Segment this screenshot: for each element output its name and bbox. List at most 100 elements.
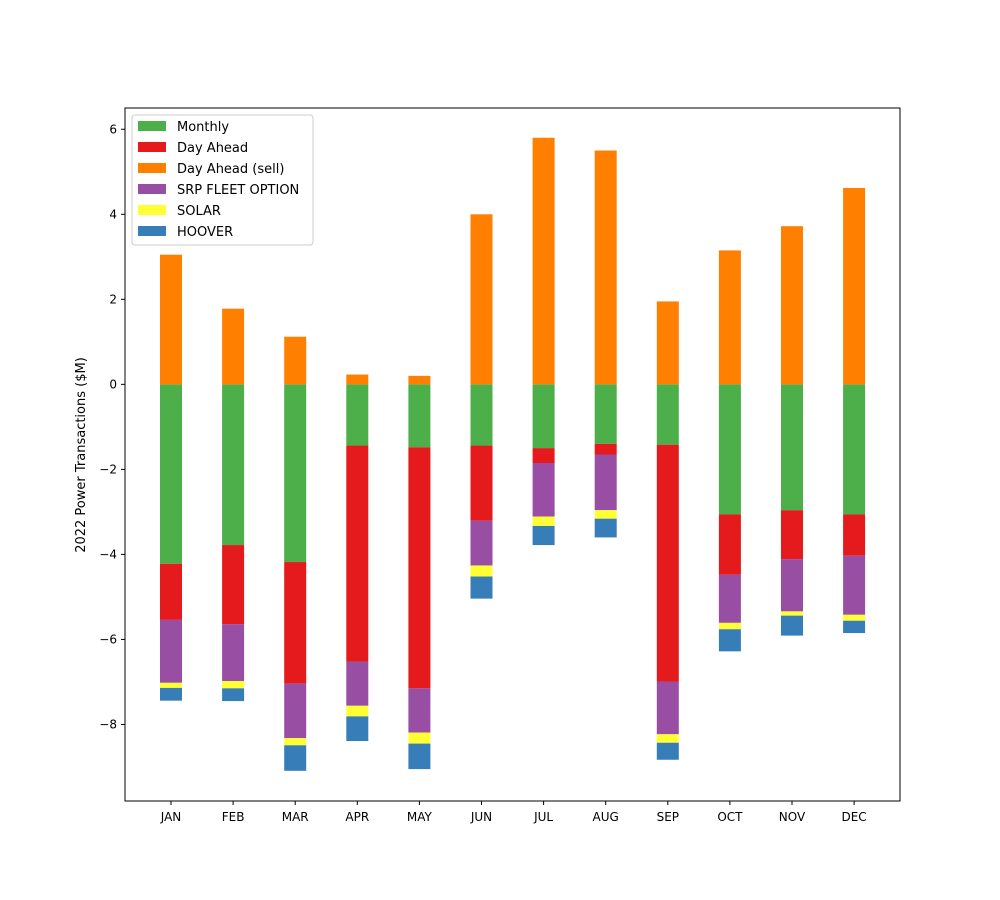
y-axis-label: 2022 Power Transactions ($M) (74, 357, 89, 553)
legend-swatch-solar (138, 205, 166, 215)
bar-hoover-jan (160, 687, 182, 701)
bar-solar-apr (346, 705, 369, 717)
bar-day-ahead-sell-jan (160, 254, 182, 385)
x-tick-label-may: MAY (407, 810, 433, 824)
x-axis: JAN FEB MAR APR MAY JUN JUL AUG SEP OCT NOV DEC (160, 801, 867, 824)
bar-solar-dec (843, 614, 866, 621)
bar-srp-fleet-option-may (408, 688, 431, 733)
bar-hoover-nov (781, 615, 803, 636)
x-tick-label-feb: FEB (222, 810, 245, 824)
y-tick-label: −4 (99, 547, 117, 561)
bar-solar-aug (594, 510, 617, 519)
bar-monthly-feb (222, 384, 245, 546)
bar-day-ahead-apr (346, 445, 369, 662)
x-tick-label-oct: OCT (717, 810, 743, 824)
bar-srp-fleet-option-dec (843, 555, 866, 615)
legend-box (131, 114, 314, 246)
bar-monthly-may (408, 384, 431, 448)
bar-day-ahead-oct (718, 514, 741, 575)
y-tick-label: 0 (109, 377, 117, 391)
bar-solar-may (408, 732, 431, 744)
bar-day-ahead-sell-aug (594, 150, 617, 385)
bar-day-ahead-sell-oct (718, 250, 741, 385)
bar-solar-jan (160, 682, 182, 688)
bar-srp-fleet-option-jul (532, 463, 555, 517)
bar-day-ahead-nov (781, 510, 803, 560)
bar-srp-fleet-option-sep (656, 681, 679, 735)
bar-srp-fleet-option-nov (781, 559, 803, 612)
x-tick-label-sep: SEP (657, 810, 679, 824)
legend-label-day-ahead-sell: Day Ahead (sell) (177, 162, 284, 177)
bar-day-ahead-sell-jul (532, 137, 555, 385)
bar-day-ahead-may (408, 447, 431, 689)
bar-hoover-feb (222, 688, 245, 702)
bar-hoover-jul (532, 525, 555, 546)
legend-swatch-srp-fleet-option (138, 184, 166, 194)
x-tick-label-jan: JAN (160, 810, 182, 824)
bar-srp-fleet-option-aug (594, 454, 617, 511)
y-tick-label: 2 (109, 292, 117, 306)
bar-monthly-jan (160, 384, 182, 564)
bar-srp-fleet-option-mar (284, 683, 307, 739)
bar-monthly-aug (594, 384, 617, 444)
bar-monthly-sep (656, 384, 679, 445)
bar-day-ahead-sell-may (408, 375, 431, 385)
bar-day-ahead-sell-sep (656, 301, 679, 385)
bar-hoover-may (408, 743, 431, 770)
y-tick-label: −6 (99, 632, 117, 646)
bar-monthly-mar (284, 384, 307, 563)
bar-monthly-nov (781, 384, 803, 511)
bar-day-ahead-sell-jun (470, 214, 493, 385)
bar-hoover-sep (656, 742, 679, 760)
y-tick-label: 6 (109, 122, 117, 136)
bar-hoover-mar (284, 745, 307, 771)
bar-monthly-apr (346, 384, 369, 446)
legend-label-day-ahead: Day Ahead (177, 141, 248, 156)
bar-day-ahead-sell-mar (284, 336, 307, 385)
bar-srp-fleet-option-jan (160, 619, 182, 683)
legend-swatch-day-ahead (138, 142, 166, 152)
bar-solar-oct (718, 622, 741, 630)
legend-label-srp-fleet-option: SRP FLEET OPTION (177, 183, 299, 198)
bar-day-ahead-sell-nov (781, 226, 803, 385)
bar-day-ahead-sell-feb (222, 308, 245, 385)
bar-monthly-oct (718, 384, 741, 515)
bar-solar-nov (781, 611, 803, 616)
legend-label-solar: SOLAR (177, 204, 221, 219)
y-tick-label: −8 (99, 717, 117, 731)
bar-solar-mar (284, 738, 307, 746)
bar-srp-fleet-option-feb (222, 624, 245, 682)
x-tick-label-jun: JUN (470, 810, 492, 824)
x-tick-label-apr: APR (345, 810, 369, 824)
bar-monthly-jun (470, 384, 493, 446)
bar-srp-fleet-option-apr (346, 661, 369, 706)
legend-swatch-hoover (138, 226, 166, 236)
legend-swatch-day-ahead-sell (138, 163, 166, 173)
bar-day-ahead-sep (656, 444, 679, 682)
bar-hoover-apr (346, 716, 369, 742)
bar-solar-jul (532, 516, 555, 526)
bar-day-ahead-sell-apr (346, 374, 369, 385)
bar-day-ahead-aug (594, 443, 617, 455)
bar-hoover-aug (594, 518, 617, 538)
x-tick-label-nov: NOV (779, 810, 806, 824)
x-tick-label-jul: JUL (533, 810, 553, 824)
bar-hoover-oct (718, 629, 741, 652)
legend: Monthly Day Ahead Day Ahead (sell) SRP FLEE… (131, 114, 314, 246)
x-tick-label-aug: AUG (593, 810, 619, 824)
y-axis: −8 −6 −4 −2 0 2 4 6 (99, 122, 125, 731)
legend-label-monthly: Monthly (177, 120, 229, 135)
y-tick-label: 4 (109, 207, 117, 221)
bar-hoover-jun (470, 576, 493, 599)
bar-day-ahead-jul (532, 448, 555, 463)
x-tick-label-dec: DEC (841, 810, 866, 824)
bar-hoover-dec (843, 620, 866, 634)
bar-solar-feb (222, 681, 245, 689)
bar-srp-fleet-option-jun (470, 520, 493, 566)
bar-day-ahead-feb (222, 545, 245, 625)
bars-group (160, 137, 866, 771)
bar-day-ahead-mar (284, 562, 307, 684)
bar-solar-jun (470, 565, 493, 577)
legend-swatch-monthly (138, 121, 166, 131)
